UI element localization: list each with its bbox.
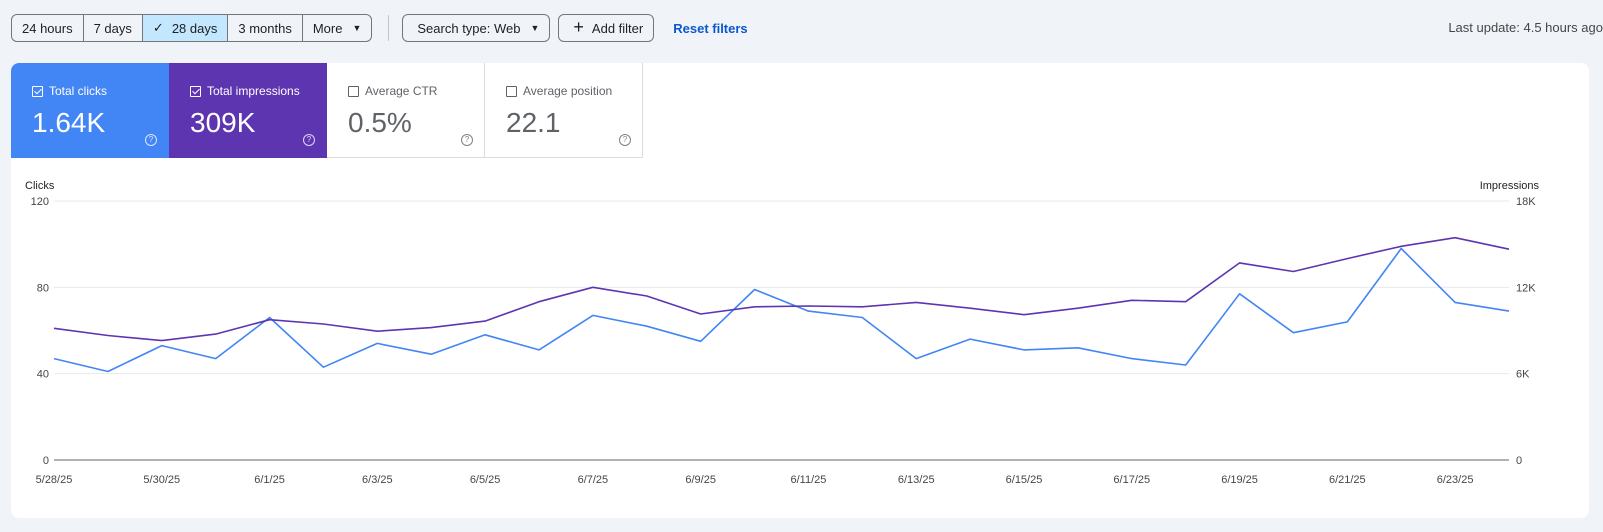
y-right-tick-label: 6K: [1516, 369, 1530, 381]
checkbox-checked-icon: [190, 85, 201, 97]
metric-tiles: Total clicks 1.64K ? Total impressions 3…: [11, 63, 643, 158]
range-7-days-button[interactable]: 7 days: [84, 15, 143, 41]
x-tick-label: 6/1/25: [254, 474, 285, 486]
x-tick-label: 5/30/25: [143, 474, 180, 486]
x-tick-label: 6/3/25: [362, 474, 393, 486]
help-icon[interactable]: ?: [461, 134, 473, 146]
metric-value: 22.1: [506, 107, 561, 138]
range-more-button[interactable]: More ▼: [303, 15, 372, 41]
search-type-filter[interactable]: Search type: Web ▼: [402, 14, 551, 42]
add-filter-label: Add filter: [591, 20, 644, 36]
y-left-tick-label: 0: [43, 455, 49, 467]
toolbar-divider: [388, 15, 390, 41]
date-range-selector: 24 hours 7 days ✓ 28 days 3 months More ▼: [11, 14, 373, 42]
y-left-tick-label: 80: [37, 282, 49, 294]
add-filter-button[interactable]: + Add filter: [558, 14, 655, 42]
right-axis-title: Impressions: [1480, 180, 1540, 192]
metric-label: Total impressions: [207, 84, 300, 98]
series-line-impressions: [53, 236, 1510, 342]
help-icon[interactable]: ?: [619, 134, 631, 146]
range-label: 28 days: [171, 20, 218, 36]
y-right-tick-label: 18K: [1516, 196, 1536, 208]
x-tick-label: 6/21/25: [1329, 474, 1366, 486]
y-left-tick-label: 120: [31, 196, 49, 208]
x-tick-label: 6/13/25: [898, 474, 935, 486]
x-tick-label: 6/11/25: [790, 474, 826, 486]
range-label: 24 hours: [22, 20, 73, 36]
x-tick-label: 5/28/25: [36, 474, 73, 486]
last-update-text: Last update: 4.5 hours ago: [1448, 20, 1603, 35]
metric-value: 1.64K: [32, 107, 106, 138]
y-right-tick-label: 12K: [1516, 282, 1536, 294]
toolbar: 24 hours 7 days ✓ 28 days 3 months More ▼ …: [11, 14, 748, 42]
metric-total-impressions[interactable]: Total impressions 309K ?: [169, 63, 327, 158]
checkbox-unchecked-icon: [506, 85, 517, 97]
caret-down-icon: ▼: [530, 23, 540, 33]
metric-total-clicks[interactable]: Total clicks 1.64K ?: [11, 63, 169, 158]
x-tick-label: 6/17/25: [1113, 474, 1150, 486]
metric-average-position[interactable]: Average position 22.1 ?: [485, 63, 643, 158]
search-type-label: Search type: Web: [417, 20, 521, 36]
help-icon[interactable]: ?: [303, 134, 315, 146]
reset-filters-link[interactable]: Reset filters: [673, 20, 748, 36]
metric-value: 0.5%: [348, 107, 412, 138]
x-tick-label: 6/15/25: [1006, 474, 1043, 486]
metric-label: Average CTR: [365, 84, 438, 98]
y-right-tick-label: 0: [1516, 455, 1522, 467]
x-tick-label: 6/9/25: [685, 474, 716, 486]
metric-label: Average position: [523, 84, 613, 98]
range-28-days-button[interactable]: ✓ 28 days: [142, 15, 229, 41]
series-line-clicks: [53, 247, 1510, 373]
range-label: 3 months: [238, 20, 292, 36]
checkbox-checked-icon: [32, 85, 43, 97]
range-label: 7 days: [93, 20, 132, 36]
performance-card: Clicks Impressions 0 0 40 6K 80 12K 120 18K 5/28/2…: [11, 63, 1589, 518]
x-tick-label: 6/7/25: [578, 474, 609, 486]
performance-chart: Clicks Impressions 0 0 40 6K 80 12K 120 18K 5/28/2…: [25, 180, 1540, 486]
range-3-months-button[interactable]: 3 months: [228, 15, 303, 41]
checkmark-icon: ✓: [152, 20, 164, 35]
plus-icon: +: [573, 17, 584, 37]
range-24-hours-button[interactable]: 24 hours: [12, 15, 84, 41]
metric-value: 309K: [190, 107, 256, 138]
left-axis-title: Clicks: [25, 180, 55, 192]
caret-down-icon: ▼: [352, 23, 362, 33]
metric-average-ctr[interactable]: Average CTR 0.5% ?: [327, 63, 485, 158]
help-icon[interactable]: ?: [145, 134, 157, 146]
x-tick-label: 6/5/25: [470, 474, 501, 486]
x-tick-label: 6/23/25: [1437, 474, 1474, 486]
y-left-tick-label: 40: [37, 369, 49, 381]
metric-label: Total clicks: [49, 84, 108, 98]
checkbox-unchecked-icon: [348, 85, 359, 97]
range-label: More: [312, 20, 343, 36]
x-tick-label: 6/19/25: [1221, 474, 1258, 486]
